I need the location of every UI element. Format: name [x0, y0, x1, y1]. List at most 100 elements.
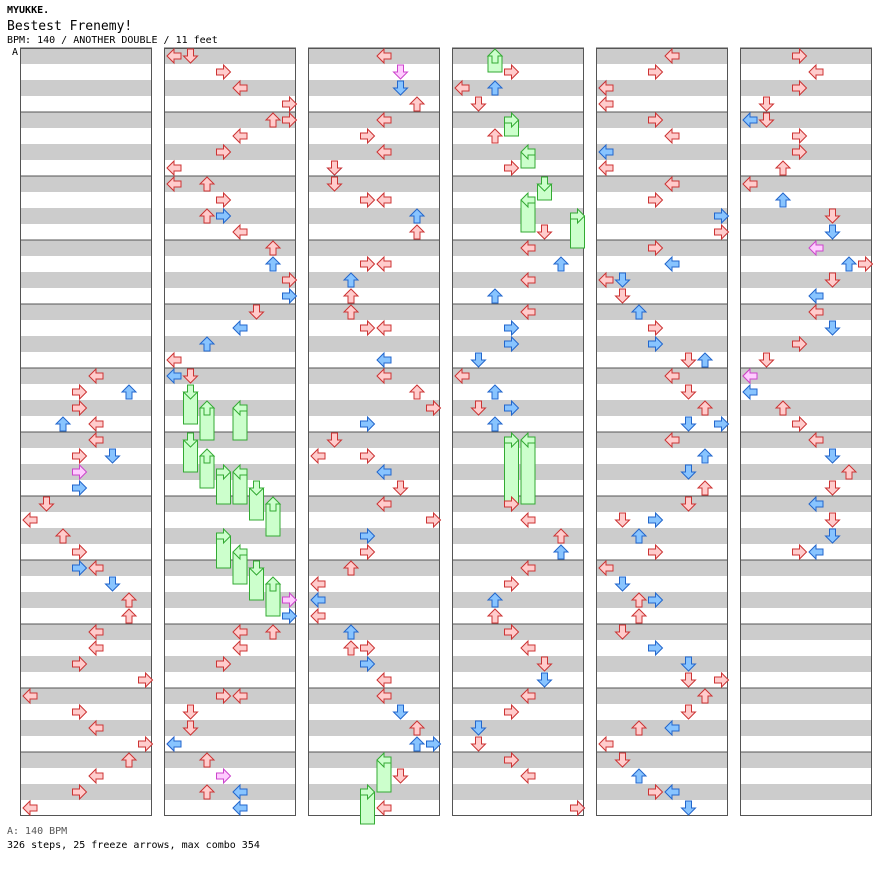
step-arrow	[72, 463, 88, 481]
step-arrow	[680, 656, 697, 672]
step-arrow	[426, 399, 442, 417]
step-arrow	[824, 272, 841, 288]
step-arrow	[648, 511, 664, 529]
step-arrow	[22, 687, 38, 705]
beat-stripe	[452, 560, 584, 576]
beat-stripe	[20, 240, 152, 256]
step-arrow	[504, 399, 520, 417]
step-arrow	[486, 80, 504, 96]
step-arrow	[72, 543, 88, 561]
step-arrow	[774, 160, 792, 176]
beat-stripe	[164, 176, 296, 192]
step-arrow	[104, 448, 121, 464]
freeze-arrow-head	[248, 480, 265, 496]
beat-stripe	[20, 720, 152, 736]
beat-stripe	[308, 688, 440, 704]
step-arrow	[792, 79, 808, 97]
step-arrow	[648, 543, 664, 561]
step-arrow	[232, 687, 248, 705]
step-arrow	[360, 527, 376, 545]
beat-stripe	[740, 432, 872, 448]
step-arrow	[376, 191, 392, 209]
freeze-arrow-body	[504, 439, 519, 505]
beat-stripe	[452, 208, 584, 224]
step-arrow	[520, 271, 536, 289]
beat-stripe	[20, 336, 152, 352]
step-arrow	[264, 624, 282, 640]
beat-stripe	[308, 272, 440, 288]
beat-stripe	[164, 624, 296, 640]
step-arrow	[792, 543, 808, 561]
beat-stripe	[20, 752, 152, 768]
step-arrow	[840, 464, 858, 480]
step-arrow	[824, 448, 841, 464]
step-arrow	[72, 479, 88, 497]
step-arrow	[166, 47, 182, 65]
beat-stripe	[20, 432, 152, 448]
step-arrow	[504, 319, 520, 337]
step-arrow	[520, 767, 536, 785]
step-arrow	[72, 383, 88, 401]
beat-stripe	[596, 464, 728, 480]
step-arrow	[72, 447, 88, 465]
step-arrow	[282, 287, 298, 305]
step-arrow	[392, 768, 409, 784]
beat-stripe	[164, 48, 296, 64]
beat-stripe	[308, 752, 440, 768]
beat-stripe	[308, 432, 440, 448]
step-arrow	[360, 639, 376, 657]
step-arrow	[664, 47, 680, 65]
step-arrow	[38, 496, 55, 512]
beat-stripe	[596, 752, 728, 768]
step-arrow	[392, 704, 409, 720]
step-arrow	[264, 240, 282, 256]
beat-stripe	[452, 592, 584, 608]
step-arrow	[198, 752, 216, 768]
step-arrow	[648, 591, 664, 609]
step-arrow	[664, 127, 680, 145]
step-arrow	[614, 272, 631, 288]
step-arrow	[520, 559, 536, 577]
freeze-arrow-head	[232, 463, 248, 481]
beat-stripe	[164, 368, 296, 384]
beat-stripe	[20, 304, 152, 320]
step-arrow	[198, 176, 216, 192]
step-arrow	[360, 319, 376, 337]
step-arrow	[758, 352, 775, 368]
step-arrow	[742, 367, 758, 385]
step-arrow	[342, 304, 360, 320]
beat-stripe	[740, 720, 872, 736]
step-arrow	[310, 447, 326, 465]
freeze-arrow-head	[264, 496, 282, 512]
beat-stripe	[308, 400, 440, 416]
step-arrow	[342, 288, 360, 304]
step-arrow	[360, 415, 376, 433]
step-arrow	[648, 319, 664, 337]
freeze-arrow-head	[216, 527, 232, 545]
step-arrow	[360, 447, 376, 465]
step-arrow	[326, 160, 343, 176]
artist-name: MYUKKE.	[7, 5, 50, 16]
step-arrow	[552, 544, 570, 560]
step-arrow	[54, 528, 72, 544]
beat-stripe	[308, 80, 440, 96]
beat-stripe	[740, 528, 872, 544]
step-arrow	[376, 799, 392, 817]
beat-stripe	[740, 688, 872, 704]
beat-stripe	[452, 144, 584, 160]
step-arrow	[696, 400, 714, 416]
step-arrow	[376, 463, 392, 481]
step-arrow	[470, 352, 487, 368]
step-arrow	[774, 400, 792, 416]
step-arrow	[282, 271, 298, 289]
step-arrow	[392, 80, 409, 96]
beat-stripe	[740, 176, 872, 192]
step-arrow	[520, 511, 536, 529]
step-arrow	[88, 719, 104, 737]
beat-stripe	[740, 464, 872, 480]
beat-stripe	[164, 80, 296, 96]
step-arrow	[182, 720, 199, 736]
step-arrow	[282, 591, 298, 609]
step-arrow	[696, 480, 714, 496]
beat-stripe	[452, 368, 584, 384]
